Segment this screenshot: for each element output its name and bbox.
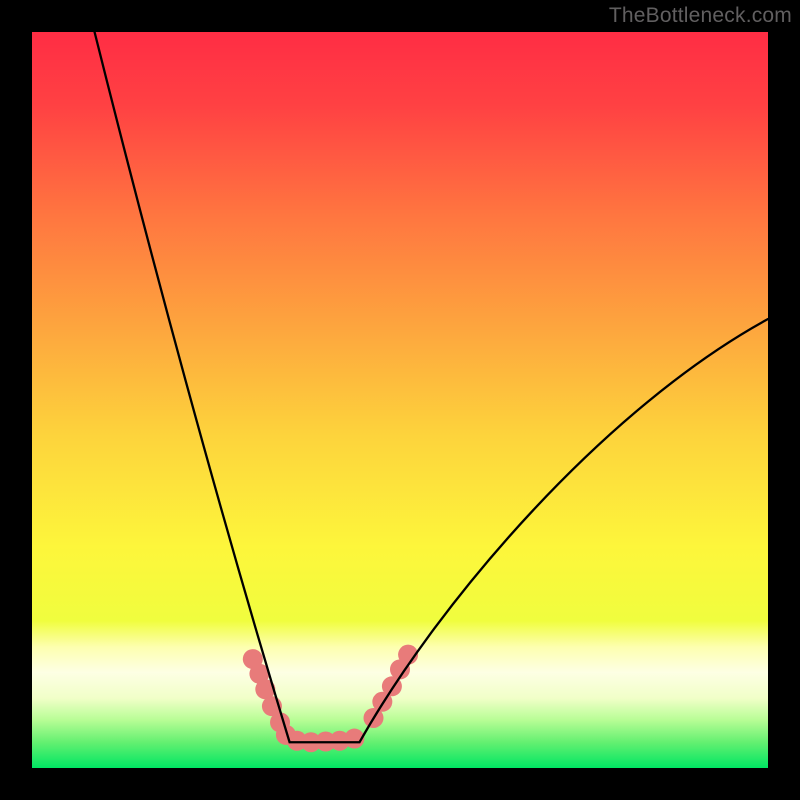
watermark-label: TheBottleneck.com	[609, 4, 792, 28]
bottleneck-chart	[0, 0, 800, 800]
